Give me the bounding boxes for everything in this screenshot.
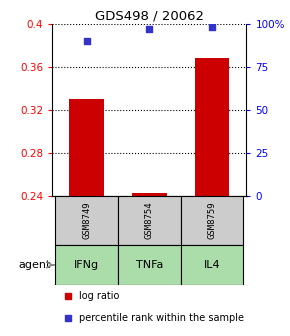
Text: IFNg: IFNg xyxy=(74,260,99,270)
Bar xyxy=(118,245,181,285)
Bar xyxy=(195,58,229,196)
Text: GSM8749: GSM8749 xyxy=(82,202,91,239)
Text: GSM8754: GSM8754 xyxy=(145,202,154,239)
Text: percentile rank within the sample: percentile rank within the sample xyxy=(79,313,244,323)
Bar xyxy=(181,245,243,285)
Bar xyxy=(181,196,243,245)
Bar xyxy=(55,196,118,245)
Point xyxy=(210,24,214,30)
Bar xyxy=(118,196,181,245)
Text: GSM8759: GSM8759 xyxy=(208,202,217,239)
Text: TNFa: TNFa xyxy=(136,260,163,270)
Title: GDS498 / 20062: GDS498 / 20062 xyxy=(95,9,204,23)
Text: IL4: IL4 xyxy=(204,260,220,270)
Text: log ratio: log ratio xyxy=(79,291,120,301)
Point xyxy=(84,38,89,43)
Bar xyxy=(132,193,166,196)
Bar xyxy=(55,245,118,285)
Text: agent: agent xyxy=(19,260,51,270)
Bar xyxy=(69,99,104,196)
Point xyxy=(147,26,152,31)
